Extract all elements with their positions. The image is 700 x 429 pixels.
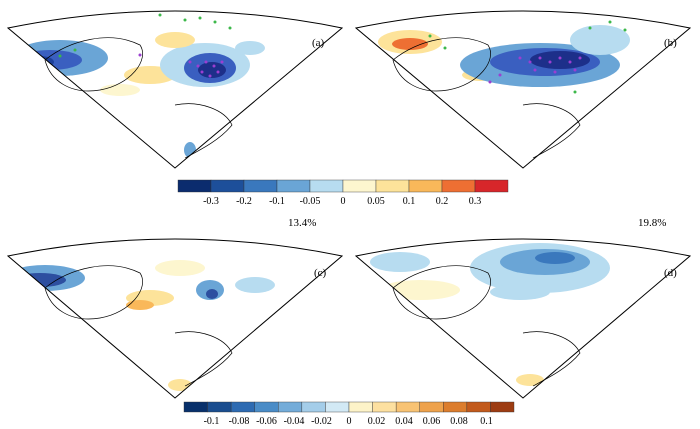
field-b xyxy=(378,20,630,94)
colorbar-tick-label: -0.3 xyxy=(203,196,219,207)
field-d xyxy=(370,243,610,386)
colorbar-swatch xyxy=(443,401,468,413)
colorbar-swatch xyxy=(254,401,279,413)
colorbar-swatch xyxy=(395,401,420,413)
colorbar-tick-label: 0.1 xyxy=(403,196,416,207)
colorbar-swatch xyxy=(375,179,410,193)
colorbar-swatch xyxy=(441,179,476,193)
colorbar-tick-label: 0.2 xyxy=(436,196,449,207)
field-a xyxy=(12,13,265,158)
colorbar-swatch xyxy=(243,179,278,193)
colorbar-swatch xyxy=(466,401,491,413)
colorbar-tick-label: 0 xyxy=(347,416,352,427)
colorbar-tick-label: -0.04 xyxy=(284,416,305,427)
colorbar-swatch xyxy=(419,401,444,413)
colorbar-bottom: -0.1 -0.08 -0.06 -0.04 -0.02 0 0.02 0.04 0.06 0.0… xyxy=(183,401,515,427)
map-panel-a: (a) xyxy=(6,10,344,169)
colorbar-swatch xyxy=(342,179,377,193)
panel-label-d: (d) xyxy=(664,267,677,279)
map-panel-b: (b) xyxy=(354,10,692,169)
colorbar-tick-label: -0.2 xyxy=(236,196,252,207)
colorbar-swatch xyxy=(372,401,397,413)
panel-frame-b xyxy=(354,10,692,169)
colorbar-top: -0.3 -0.2 -0.1 -0.05 0 0.05 0.1 0.2 0.3 xyxy=(177,179,509,207)
colorbar-swatch xyxy=(276,179,311,193)
variance-label-right: 19.8% xyxy=(638,217,666,229)
panel-label-c: (c) xyxy=(314,267,327,279)
colorbar-tick-label: -0.1 xyxy=(204,416,220,427)
colorbar-swatch xyxy=(325,401,350,413)
colorbar-tick-label: 0.02 xyxy=(368,416,386,427)
colorbar-swatch xyxy=(207,401,232,413)
colorbar-swatch xyxy=(177,179,212,193)
colorbar-tick-label: 0.06 xyxy=(423,416,441,427)
colorbar-swatch xyxy=(408,179,443,193)
colorbar-swatch xyxy=(183,401,208,413)
panel-label-a: (a) xyxy=(312,37,325,49)
variance-label-left: 13.4% xyxy=(288,217,316,229)
colorbar-swatch xyxy=(210,179,245,193)
colorbar-tick-label: 0.05 xyxy=(367,196,385,207)
panel-frame-a xyxy=(6,10,344,169)
panel-frame-d xyxy=(354,238,692,399)
colorbar-swatch xyxy=(474,179,509,193)
panel-label-b: (b) xyxy=(664,37,677,49)
panel-frame-c xyxy=(6,238,344,399)
colorbar-tick-label: 0 xyxy=(341,196,346,207)
colorbar-swatch xyxy=(348,401,373,413)
colorbar-tick-label: -0.05 xyxy=(300,196,321,207)
colorbar-tick-label: 0.04 xyxy=(395,416,413,427)
colorbar-tick-label: -0.08 xyxy=(229,416,250,427)
field-c xyxy=(8,260,275,391)
colorbar-tick-label: 0.1 xyxy=(480,416,493,427)
colorbar-tick-label: -0.06 xyxy=(256,416,277,427)
colorbar-tick-label: -0.02 xyxy=(311,416,332,427)
colorbar-tick-label: 0.3 xyxy=(469,196,482,207)
colorbar-swatch xyxy=(230,401,255,413)
colorbar-swatch xyxy=(301,401,326,413)
colorbar-swatch xyxy=(490,401,515,413)
stipple-dots-b xyxy=(428,20,627,94)
colorbar-swatch xyxy=(278,401,303,413)
colorbar-swatch xyxy=(309,179,344,193)
colorbar-tick-label: 0.08 xyxy=(450,416,468,427)
map-panel-c: (c) xyxy=(6,238,344,399)
colorbar-tick-label: -0.1 xyxy=(269,196,285,207)
map-panel-d: (d) xyxy=(354,238,692,399)
